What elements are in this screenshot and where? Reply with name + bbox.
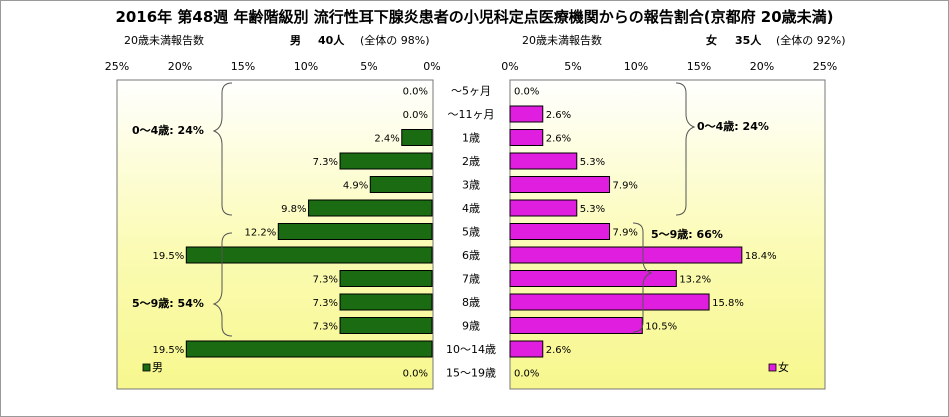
female-bracket-5-9	[632, 222, 653, 333]
male-data-label: 0.0%	[403, 110, 428, 121]
age-category-label: 5歳	[462, 226, 480, 239]
male-bracket-5-9-label: 5〜9歳: 54%	[132, 296, 204, 310]
male-header-label: 20歳未満報告数	[124, 34, 204, 47]
male-data-label: 2.4%	[374, 134, 399, 145]
female-header-label: 20歳未満報告数	[522, 34, 602, 47]
male-data-label: 19.5%	[153, 345, 185, 356]
female-bar	[509, 293, 710, 311]
male-bar	[308, 199, 433, 217]
male-bar	[339, 270, 433, 287]
female-bar	[509, 270, 677, 287]
male-bar	[339, 293, 433, 311]
age-category-label: 4歳	[462, 202, 480, 215]
female-data-label: 5.3%	[580, 157, 605, 168]
female-header-sex: 女	[706, 34, 717, 47]
male-data-label: 7.3%	[313, 157, 338, 168]
female-x-tick-label: 10%	[624, 60, 648, 73]
female-header-count: 35人	[735, 34, 762, 47]
male-bracket-5-9	[212, 232, 233, 337]
female-bar	[509, 340, 544, 358]
age-category-label: 8歳	[462, 296, 480, 309]
female-data-label: 2.6%	[546, 345, 571, 356]
male-data-label: 0.0%	[403, 87, 428, 98]
age-category-label: 〜5ヶ月	[451, 85, 491, 98]
male-data-label: 4.9%	[343, 181, 368, 192]
female-bar	[509, 199, 578, 217]
male-x-tick-label: 15%	[231, 60, 255, 73]
age-category-label: 6歳	[462, 249, 480, 262]
male-data-label: 9.8%	[281, 204, 306, 215]
male-legend-swatch	[142, 363, 151, 372]
female-x-tick-label: 0%	[501, 60, 518, 73]
age-category-label: 7歳	[462, 273, 480, 286]
female-data-label: 5.3%	[580, 204, 605, 215]
male-bar	[339, 317, 433, 334]
male-data-label: 7.3%	[313, 275, 338, 286]
male-bar	[339, 152, 433, 170]
female-bar	[509, 317, 643, 334]
male-bracket-0-4-label: 0〜4歳: 24%	[132, 123, 204, 137]
female-data-label: 2.6%	[546, 134, 571, 145]
male-header-share: (全体の 98%)	[360, 34, 430, 47]
female-data-label: 7.9%	[613, 228, 638, 239]
male-x-tick-label: 25%	[105, 60, 129, 73]
male-data-label: 12.2%	[244, 228, 276, 239]
female-data-label: 0.0%	[514, 369, 539, 380]
female-bar	[509, 129, 544, 146]
age-category-label: 15〜19歳	[446, 367, 496, 380]
male-header-sex: 男	[290, 34, 301, 47]
male-legend-label: 男	[152, 361, 163, 374]
male-bar	[185, 246, 433, 264]
age-category-label: 10〜14歳	[446, 343, 496, 356]
female-data-label: 10.5%	[645, 322, 677, 333]
age-category-label: 1歳	[462, 132, 480, 145]
male-x-tick-label: 10%	[294, 60, 318, 73]
male-bracket-0-4	[212, 82, 233, 216]
female-legend-label: 女	[778, 360, 789, 374]
female-data-label: 18.4%	[745, 251, 777, 262]
chart-title: 2016年 第48週 年齢階級別 流行性耳下腺炎患者の小児科定点医療機関からの報…	[115, 8, 834, 26]
male-bar	[401, 129, 433, 146]
female-legend-swatch	[768, 363, 777, 372]
female-bar	[509, 152, 578, 170]
female-bracket-0-4-label: 0〜4歳: 24%	[697, 119, 769, 133]
age-category-label: 〜11ヶ月	[448, 108, 495, 121]
age-category-label: 3歳	[462, 179, 480, 192]
male-x-tick-label: 0%	[423, 60, 440, 73]
female-bar	[509, 176, 611, 193]
female-data-label: 2.6%	[546, 110, 571, 121]
female-bar	[509, 105, 544, 123]
male-bar	[277, 223, 433, 240]
male-bar	[369, 176, 433, 193]
female-x-tick-label: 20%	[750, 60, 774, 73]
female-x-tick-label: 5%	[564, 60, 581, 73]
male-data-label: 0.0%	[403, 369, 428, 380]
female-header-share: (全体の 92%)	[776, 34, 846, 47]
female-x-tick-label: 25%	[813, 60, 837, 73]
male-data-label: 7.3%	[313, 298, 338, 309]
female-x-tick-label: 15%	[687, 60, 711, 73]
male-x-tick-label: 5%	[360, 60, 377, 73]
male-bar	[185, 340, 433, 358]
female-bar	[509, 246, 743, 264]
age-category-label: 2歳	[462, 155, 480, 168]
male-data-label: 19.5%	[153, 251, 185, 262]
male-header-count: 40人	[318, 34, 345, 47]
female-data-label: 0.0%	[514, 87, 539, 98]
female-data-label: 13.2%	[679, 275, 711, 286]
male-data-label: 7.3%	[313, 322, 338, 333]
female-data-label: 7.9%	[613, 181, 638, 192]
female-bracket-0-4	[675, 82, 696, 216]
male-x-tick-label: 20%	[168, 60, 192, 73]
female-bar	[509, 223, 611, 240]
female-bracket-5-9-label: 5〜9歳: 66%	[651, 227, 723, 241]
female-data-label: 15.8%	[712, 298, 744, 309]
age-category-label: 9歳	[462, 320, 480, 333]
